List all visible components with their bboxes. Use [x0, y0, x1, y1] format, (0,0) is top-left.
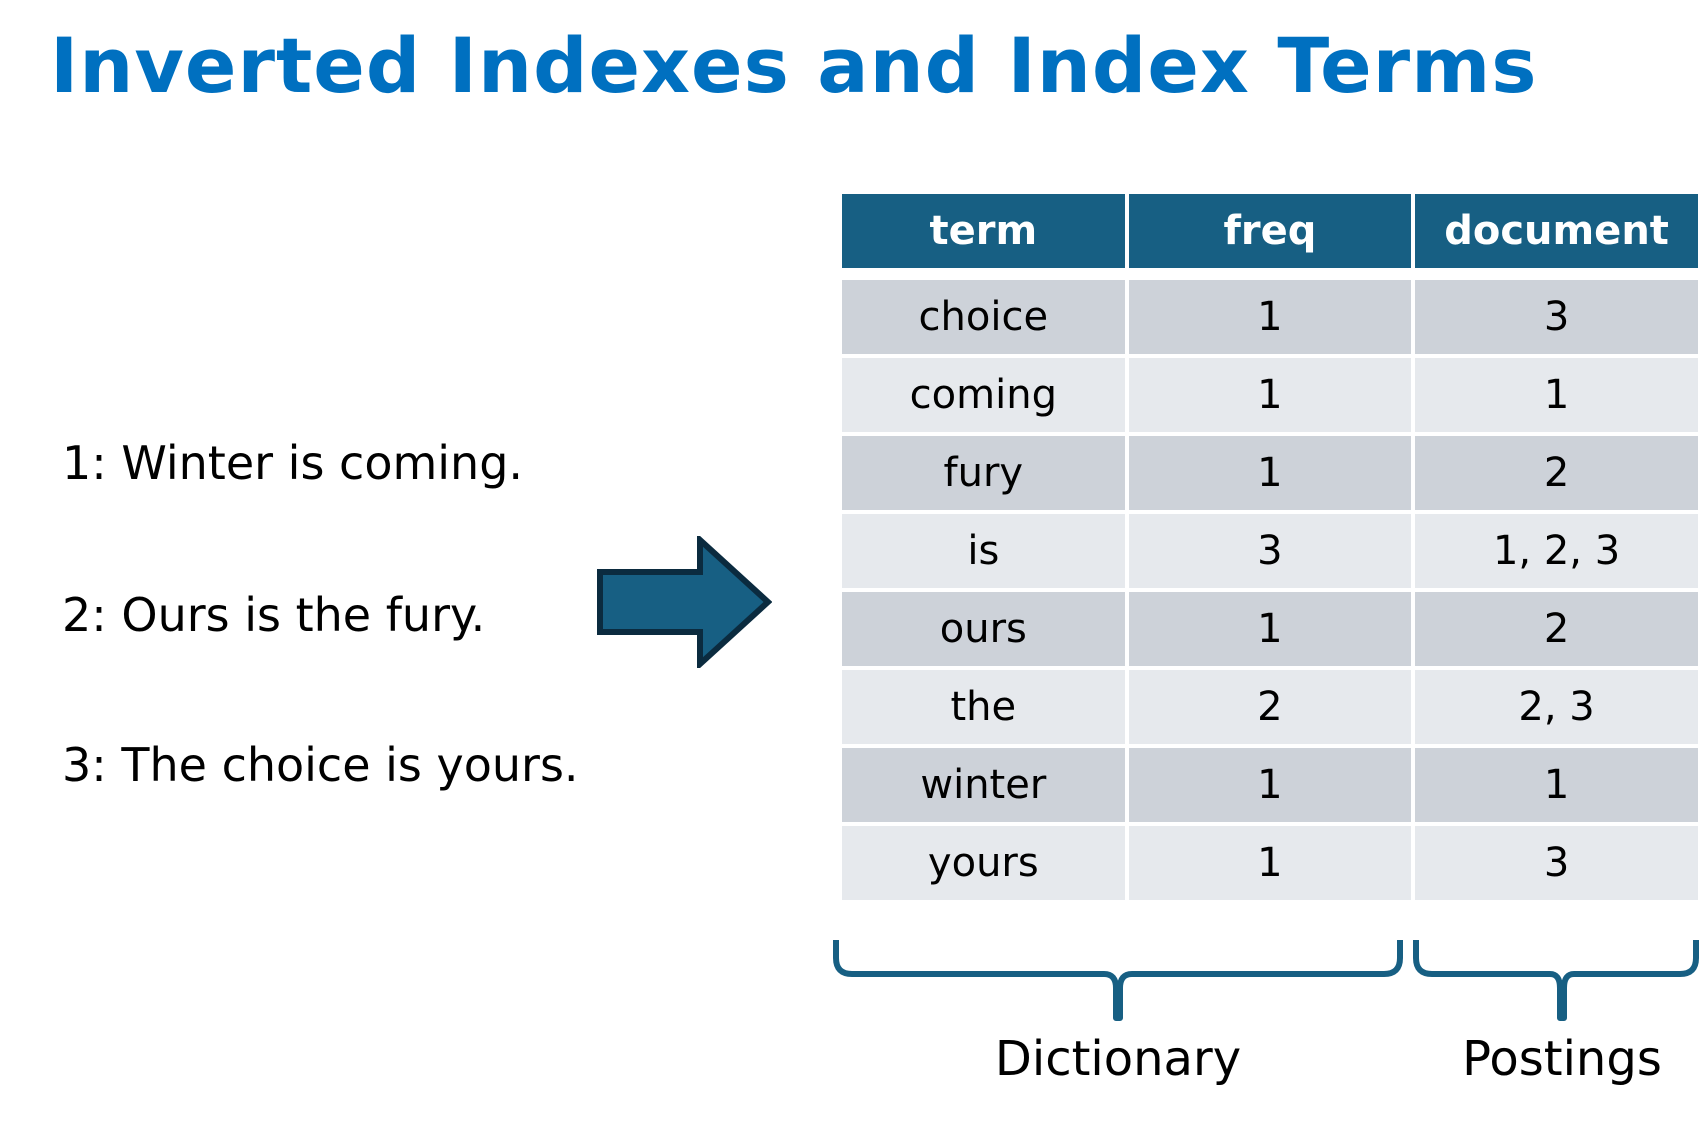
column-header-term: term [842, 194, 1125, 268]
inverted-index-table: term freq document choice 1 3 coming 1 1… [838, 190, 1702, 904]
freq-cell: 3 [1128, 514, 1412, 588]
table-row: coming 1 1 [842, 358, 1698, 432]
document-cell: 2 [1415, 436, 1698, 510]
table-row: yours 1 3 [842, 826, 1698, 900]
table-row: the 2 2, 3 [842, 670, 1698, 744]
document-cell: 1 [1415, 748, 1698, 822]
table-row: winter 1 1 [842, 748, 1698, 822]
dictionary-brace-icon [833, 940, 1403, 1021]
freq-cell: 1 [1128, 280, 1412, 354]
document-cell: 1 [1415, 358, 1698, 432]
column-header-freq: freq [1128, 194, 1412, 268]
term-cell: winter [842, 748, 1125, 822]
document-cell: 2, 3 [1415, 670, 1698, 744]
postings-label: Postings [1462, 1031, 1662, 1087]
term-cell: fury [842, 436, 1125, 510]
term-cell: the [842, 670, 1125, 744]
braces-group [833, 940, 1699, 1021]
table-row: fury 1 2 [842, 436, 1698, 510]
document-2: 2: Ours is the fury. [62, 588, 486, 642]
freq-cell: 2 [1128, 670, 1412, 744]
table-row: choice 1 3 [842, 280, 1698, 354]
document-cell: 1, 2, 3 [1415, 514, 1698, 588]
term-cell: choice [842, 280, 1125, 354]
document-cell: 3 [1415, 280, 1698, 354]
header-spacer [842, 272, 1698, 276]
right-arrow-icon [597, 536, 772, 668]
table-header-row: term freq document [842, 194, 1698, 268]
page-title: Inverted Indexes and Index Terms [50, 21, 1538, 110]
freq-cell: 1 [1128, 826, 1412, 900]
column-header-document: document [1415, 194, 1698, 268]
table-row: is 3 1, 2, 3 [842, 514, 1698, 588]
freq-cell: 1 [1128, 592, 1412, 666]
table-row: ours 1 2 [842, 592, 1698, 666]
term-cell: yours [842, 826, 1125, 900]
document-3: 3: The choice is yours. [62, 738, 579, 792]
document-cell: 2 [1415, 592, 1698, 666]
term-cell: coming [842, 358, 1125, 432]
postings-brace-icon [1413, 940, 1699, 1021]
freq-cell: 1 [1128, 358, 1412, 432]
term-cell: is [842, 514, 1125, 588]
document-1: 1: Winter is coming. [62, 436, 524, 490]
document-cell: 3 [1415, 826, 1698, 900]
freq-cell: 1 [1128, 748, 1412, 822]
term-cell: ours [842, 592, 1125, 666]
freq-cell: 1 [1128, 436, 1412, 510]
dictionary-label: Dictionary [994, 1031, 1242, 1087]
